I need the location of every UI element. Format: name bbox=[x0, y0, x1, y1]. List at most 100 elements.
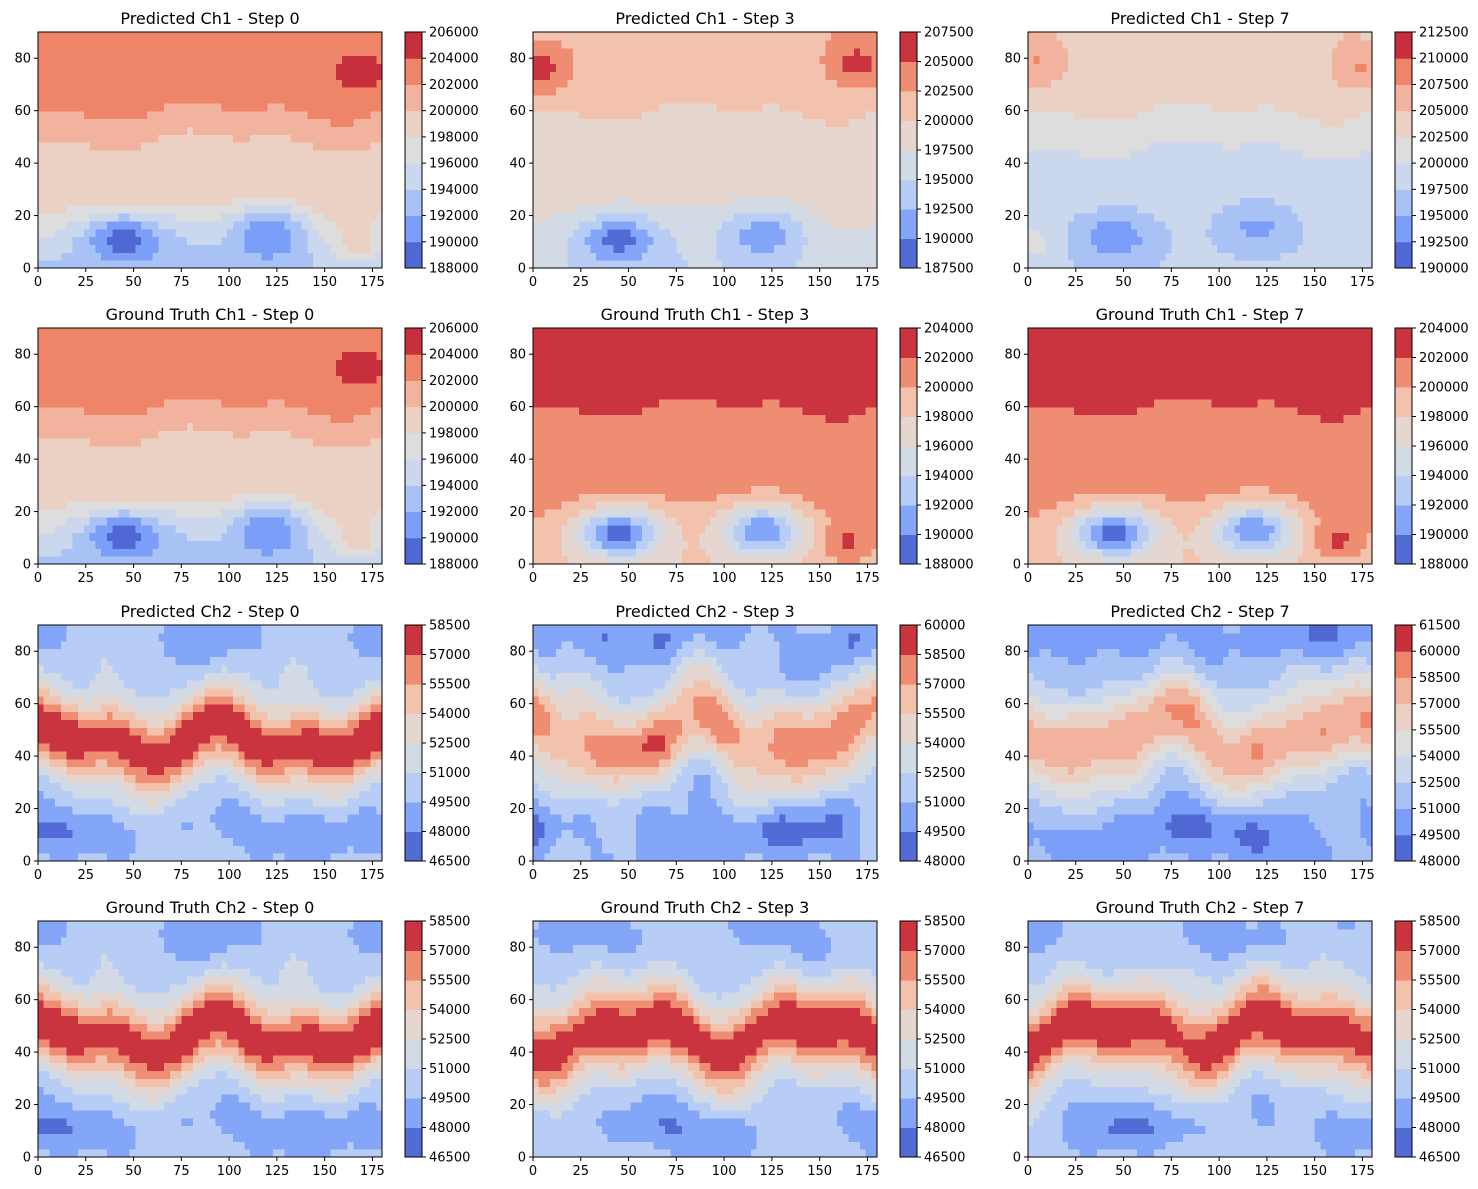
contour-cell bbox=[1206, 166, 1212, 174]
contour-cell bbox=[1034, 166, 1040, 174]
contour-cell bbox=[705, 189, 711, 197]
contour-cell bbox=[262, 111, 268, 119]
contour-cell bbox=[1200, 260, 1206, 268]
contour-cell bbox=[860, 174, 866, 182]
contour-cell bbox=[216, 181, 222, 189]
contour-cell bbox=[619, 237, 625, 245]
contour-cell bbox=[1062, 103, 1068, 111]
contour-cell bbox=[585, 111, 591, 119]
contour-cell bbox=[124, 48, 130, 56]
contour-cell bbox=[825, 79, 831, 87]
contour-cell bbox=[187, 63, 193, 71]
contour-cell bbox=[791, 103, 797, 111]
contour-cell bbox=[135, 111, 141, 119]
contour-cell bbox=[1085, 244, 1091, 252]
contour-cell bbox=[187, 48, 193, 56]
contour-cell bbox=[1361, 244, 1367, 252]
contour-cell bbox=[141, 174, 147, 182]
contour-cell bbox=[757, 79, 763, 87]
contour-cell bbox=[1303, 181, 1309, 189]
contour-cell bbox=[1062, 205, 1068, 213]
contour-cell bbox=[814, 197, 820, 205]
contour-cell bbox=[802, 126, 808, 134]
contour-cell bbox=[1275, 197, 1281, 205]
contour-cell bbox=[1303, 229, 1309, 237]
contour-cell bbox=[290, 189, 296, 197]
contour-cell bbox=[705, 166, 711, 174]
contour-cell bbox=[808, 244, 814, 252]
contour-cell bbox=[371, 40, 377, 48]
contour-cell bbox=[544, 221, 550, 229]
contour-cell bbox=[84, 229, 90, 237]
contour-cell bbox=[1028, 166, 1034, 174]
contour-cell bbox=[785, 95, 791, 103]
contour-cell bbox=[279, 244, 285, 252]
contour-cell bbox=[107, 56, 113, 64]
contour-cell bbox=[95, 181, 101, 189]
contour-cell bbox=[1361, 260, 1367, 268]
contour-cell bbox=[1137, 221, 1143, 229]
contour-cell bbox=[642, 79, 648, 87]
contour-cell bbox=[72, 197, 78, 205]
contour-cell bbox=[1074, 142, 1080, 150]
contour-cell bbox=[567, 142, 573, 150]
contour-cell bbox=[1131, 213, 1137, 221]
contour-cell bbox=[722, 166, 728, 174]
contour-cell bbox=[1177, 103, 1183, 111]
contour-cell bbox=[722, 56, 728, 64]
contour-cell bbox=[1234, 244, 1240, 252]
contour-cell bbox=[1114, 221, 1120, 229]
contour-cell bbox=[1160, 134, 1166, 142]
contour-cell bbox=[290, 166, 296, 174]
contour-cell bbox=[814, 40, 820, 48]
contour-cell bbox=[302, 142, 308, 150]
contour-cell bbox=[573, 63, 579, 71]
contour-cell bbox=[1039, 260, 1045, 268]
contour-cell bbox=[135, 103, 141, 111]
contour-cell bbox=[1085, 158, 1091, 166]
contour-cell bbox=[1045, 150, 1051, 158]
contour-cell bbox=[267, 119, 273, 127]
contour-cell bbox=[613, 119, 619, 127]
contour-cell bbox=[1240, 119, 1246, 127]
contour-cell bbox=[1217, 189, 1223, 197]
contour-cell bbox=[153, 237, 159, 245]
contour-cell bbox=[176, 103, 182, 111]
contour-cell bbox=[199, 126, 205, 134]
contour-cell bbox=[267, 166, 273, 174]
contour-cell bbox=[539, 40, 545, 48]
contour-cell bbox=[267, 63, 273, 71]
contour-cell bbox=[67, 229, 73, 237]
contour-cell bbox=[325, 40, 331, 48]
contour-cell bbox=[1097, 213, 1103, 221]
contour-cell bbox=[648, 150, 654, 158]
contour-cell bbox=[1257, 111, 1263, 119]
contour-cell bbox=[181, 71, 187, 79]
contour-cell bbox=[1131, 221, 1137, 229]
contour-cell bbox=[319, 205, 325, 213]
contour-cell bbox=[256, 244, 262, 252]
contour-cell bbox=[1194, 174, 1200, 182]
contour-cell bbox=[653, 63, 659, 71]
contour-cell bbox=[665, 134, 671, 142]
contour-cell bbox=[762, 48, 768, 56]
contour-cell bbox=[130, 79, 136, 87]
contour-cell bbox=[204, 252, 210, 260]
contour-cell bbox=[837, 252, 843, 260]
contour-cell bbox=[825, 150, 831, 158]
contour-cell bbox=[739, 174, 745, 182]
contour-cell bbox=[648, 260, 654, 268]
contour-cell bbox=[1039, 174, 1045, 182]
contour-cell bbox=[38, 56, 44, 64]
contour-cell bbox=[44, 252, 50, 260]
contour-cell bbox=[791, 158, 797, 166]
contour-cell bbox=[1240, 213, 1246, 221]
contour-cell bbox=[682, 63, 688, 71]
contour-cell bbox=[1137, 142, 1143, 150]
contour-cell bbox=[1137, 103, 1143, 111]
contour-cell bbox=[671, 111, 677, 119]
contour-cell bbox=[762, 111, 768, 119]
contour-cell bbox=[716, 150, 722, 158]
x-tick-label: 50 bbox=[125, 275, 142, 290]
contour-cell bbox=[1309, 252, 1315, 260]
